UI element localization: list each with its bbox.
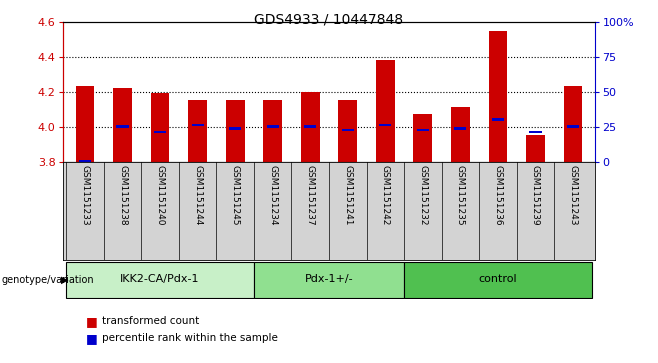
Bar xyxy=(266,125,279,128)
Bar xyxy=(151,93,170,162)
Bar xyxy=(492,118,504,121)
Bar xyxy=(488,30,507,162)
FancyBboxPatch shape xyxy=(66,262,254,298)
Bar xyxy=(376,60,395,162)
Text: GSM1151236: GSM1151236 xyxy=(494,165,503,226)
Text: transformed count: transformed count xyxy=(102,316,199,326)
Bar xyxy=(229,127,241,130)
Text: GSM1151244: GSM1151244 xyxy=(193,165,202,225)
FancyBboxPatch shape xyxy=(404,262,592,298)
Text: GDS4933 / 10447848: GDS4933 / 10447848 xyxy=(255,13,403,27)
Text: ▶: ▶ xyxy=(61,275,68,285)
Bar xyxy=(113,88,132,162)
Bar xyxy=(226,101,245,162)
Bar xyxy=(529,131,542,133)
Bar xyxy=(338,101,357,162)
Text: GSM1151232: GSM1151232 xyxy=(418,165,427,226)
Bar xyxy=(304,125,316,128)
Bar xyxy=(567,125,579,128)
Bar xyxy=(413,114,432,162)
Text: GSM1151241: GSM1151241 xyxy=(343,165,352,226)
Bar xyxy=(154,131,166,133)
Bar xyxy=(417,129,429,131)
Text: ■: ■ xyxy=(86,332,97,345)
Text: ■: ■ xyxy=(86,315,97,328)
Text: GSM1151238: GSM1151238 xyxy=(118,165,127,226)
Text: GSM1151237: GSM1151237 xyxy=(306,165,315,226)
Bar xyxy=(342,129,354,131)
Text: GSM1151245: GSM1151245 xyxy=(231,165,240,226)
Text: IKK2-CA/Pdx-1: IKK2-CA/Pdx-1 xyxy=(120,274,200,284)
Text: percentile rank within the sample: percentile rank within the sample xyxy=(102,333,278,343)
Bar xyxy=(188,101,207,162)
Bar xyxy=(301,91,320,162)
Bar xyxy=(379,123,392,126)
Bar xyxy=(564,86,582,162)
Text: Pdx-1+/-: Pdx-1+/- xyxy=(305,274,353,284)
Text: GSM1151234: GSM1151234 xyxy=(268,165,277,226)
Bar xyxy=(76,86,94,162)
Bar xyxy=(526,135,545,162)
Bar xyxy=(454,127,467,130)
Text: genotype/variation: genotype/variation xyxy=(2,275,95,285)
Text: GSM1151240: GSM1151240 xyxy=(155,165,164,226)
Bar xyxy=(191,123,204,126)
Text: GSM1151235: GSM1151235 xyxy=(456,165,465,226)
Bar xyxy=(79,160,91,163)
Bar xyxy=(116,125,129,128)
Text: GSM1151239: GSM1151239 xyxy=(531,165,540,226)
Text: control: control xyxy=(478,274,517,284)
Text: GSM1151242: GSM1151242 xyxy=(381,165,390,225)
FancyBboxPatch shape xyxy=(254,262,404,298)
Text: GSM1151233: GSM1151233 xyxy=(80,165,89,226)
Text: GSM1151243: GSM1151243 xyxy=(569,165,578,226)
Bar xyxy=(263,101,282,162)
Bar xyxy=(451,107,470,162)
